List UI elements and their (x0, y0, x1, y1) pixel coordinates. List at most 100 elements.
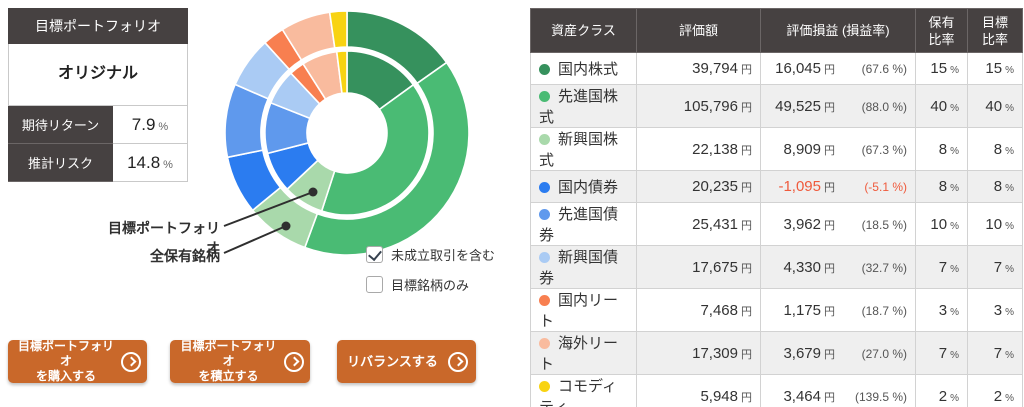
asset-name: 先進国債券 (539, 206, 619, 244)
table-row: 新興国株式 22,138 円 8,909 円 (67.3 %) 8% 8% (530, 127, 1023, 171)
holding-ratio-cell: 40% (915, 84, 968, 128)
profit-loss-cell: 8,909 円 (67.3 %) (760, 127, 916, 171)
asset-color-dot (539, 91, 550, 102)
table-row: 国内リート 7,468 円 1,175 円 (18.7 %) 3% 3% (530, 288, 1023, 332)
asset-table-body: 国内株式 39,794 円 16,045 円 (67.6 %) 15% 15% 先進国株式 105… (530, 52, 1023, 407)
buy-target-portfolio-button[interactable]: 目標ポートフォリオ を購入する (8, 339, 147, 384)
target-ratio-cell: 15% (967, 52, 1023, 85)
valuation-cell: 39,794 円 (636, 52, 761, 85)
profit-loss-cell: 3,679 円 (27.0 %) (760, 331, 916, 375)
portfolio-donut-chart (224, 10, 470, 256)
chart-filters: 未成立取引を含む 目標銘柄のみ (366, 245, 495, 305)
panel-title: 目標ポートフォリオ (8, 8, 188, 44)
profit-loss-cell: -1,095 円 (-5.1 %) (760, 170, 916, 203)
valuation-cell: 105,796 円 (636, 84, 761, 128)
target-portfolio-panel: 目標ポートフォリオ オリジナル 期待リターン 7.9 % 推計リスク 14.8 … (8, 8, 188, 182)
target-assets-only-label: 目標銘柄のみ (391, 278, 470, 293)
percent-unit: % (158, 120, 169, 133)
header-asset-class: 資産クラス (530, 8, 637, 53)
checkbox-unchecked-icon[interactable] (366, 276, 383, 293)
target-ratio-cell: 8% (967, 170, 1023, 203)
valuation-cell: 22,138 円 (636, 127, 761, 171)
profit-loss-cell: 1,175 円 (18.7 %) (760, 288, 916, 332)
asset-name: 国内株式 (558, 61, 619, 78)
asset-color-dot (539, 295, 550, 306)
target-ratio-cell: 7% (967, 331, 1023, 375)
table-header-row: 資産クラス 評価額 評価損益 (損益率) 保有 比率 目標 比率 (530, 8, 1023, 53)
target-ratio-cell: 40% (967, 84, 1023, 128)
holding-ratio-cell: 7% (915, 331, 968, 375)
table-row: 先進国債券 25,431 円 3,962 円 (18.5 %) 10% 10% (530, 202, 1023, 246)
accumulate-button-line2: を積立する (198, 369, 259, 383)
asset-color-dot (539, 134, 550, 145)
expected-return-number: 7.9 (131, 114, 156, 134)
accumulate-target-portfolio-button[interactable]: 目標ポートフォリオ を積立する (170, 339, 310, 383)
valuation-cell: 20,235 円 (636, 170, 761, 203)
target-ratio-cell: 10% (967, 202, 1023, 246)
rebalance-button[interactable]: リバランスする (337, 340, 476, 383)
holding-ratio-cell: 3% (915, 288, 968, 332)
header-target-ratio: 目標 比率 (967, 8, 1023, 53)
asset-color-dot (539, 252, 550, 263)
header-profit-loss: 評価損益 (損益率) (760, 8, 916, 53)
include-pending-trades-checkbox[interactable]: 未成立取引を含む (366, 245, 495, 264)
profit-loss-cell: 3,962 円 (18.5 %) (760, 202, 916, 246)
accumulate-button-line1: 目標ポートフォリオ (180, 339, 277, 368)
buy-button-label: 目標ポートフォリオ を購入する (16, 339, 116, 384)
target-assets-only-checkbox[interactable]: 目標銘柄のみ (366, 275, 495, 294)
asset-name: 新興国株式 (539, 131, 619, 169)
rebalance-button-label: リバランスする (347, 354, 438, 369)
asset-name: 先進国株式 (539, 88, 619, 126)
asset-name: 国内債券 (558, 179, 619, 196)
holding-ratio-cell: 8% (915, 170, 968, 203)
table-row: 国内債券 20,235 円 -1,095 円 (-5.1 %) 8% 8% (530, 170, 1023, 203)
outer-ring-label: 全保有銘柄 (150, 248, 220, 264)
holding-ratio-cell: 10% (915, 202, 968, 246)
valuation-cell: 17,309 円 (636, 331, 761, 375)
circle-arrow-icon (284, 351, 304, 372)
header-holding-ratio: 保有 比率 (915, 8, 968, 53)
circle-arrow-icon (121, 351, 141, 372)
estimated-risk-label: 推計リスク (8, 144, 113, 182)
circle-arrow-icon (447, 351, 468, 372)
expected-return-row: 期待リターン 7.9 % (8, 106, 188, 144)
asset-color-dot (539, 338, 550, 349)
valuation-cell: 17,675 円 (636, 245, 761, 289)
target-ratio-cell: 8% (967, 127, 1023, 171)
target-ratio-cell: 7% (967, 245, 1023, 289)
asset-name: 国内リート (539, 292, 619, 330)
asset-name: コモディティ (539, 378, 617, 407)
donut-segment-コモディティ-outer (328, 10, 348, 49)
estimated-risk-number: 14.8 (127, 152, 161, 172)
expected-return-label: 期待リターン (8, 106, 113, 144)
profit-loss-cell: 3,464 円 (139.5 %) (760, 374, 916, 407)
asset-color-dot (539, 64, 550, 75)
asset-class-table: 資産クラス 評価額 評価損益 (損益率) 保有 比率 目標 比率 国内株式 39,… (530, 8, 1023, 407)
asset-color-dot (539, 182, 550, 193)
buy-button-line1: 目標ポートフォリオ (17, 339, 114, 368)
buy-button-line2: を購入する (35, 369, 96, 383)
valuation-cell: 25,431 円 (636, 202, 761, 246)
include-pending-trades-label: 未成立取引を含む (391, 248, 496, 263)
checkbox-checked-icon[interactable] (366, 246, 383, 263)
target-ratio-cell: 3% (967, 288, 1023, 332)
estimated-risk-value: 14.8 % (113, 144, 188, 182)
target-ratio-cell: 2% (967, 374, 1023, 407)
holding-ratio-cell: 15% (915, 52, 968, 85)
percent-unit: % (163, 158, 173, 171)
valuation-cell: 5,948 円 (636, 374, 761, 407)
header-valuation: 評価額 (636, 8, 761, 53)
holding-ratio-cell: 8% (915, 127, 968, 171)
donut-segment-先進国株式-inner (320, 84, 430, 216)
table-row: 先進国株式 105,796 円 49,525 円 (88.0 %) 40% 40% (530, 84, 1023, 128)
table-row: 国内株式 39,794 円 16,045 円 (67.6 %) 15% 15% (530, 52, 1023, 85)
profit-loss-cell: 4,330 円 (32.7 %) (760, 245, 916, 289)
asset-name: 海外リート (539, 335, 619, 373)
asset-color-dot (539, 381, 550, 392)
asset-color-dot (539, 209, 550, 220)
portfolio-name: オリジナル (8, 44, 188, 106)
holding-ratio-cell: 2% (915, 374, 968, 407)
profit-loss-cell: 49,525 円 (88.0 %) (760, 84, 916, 128)
